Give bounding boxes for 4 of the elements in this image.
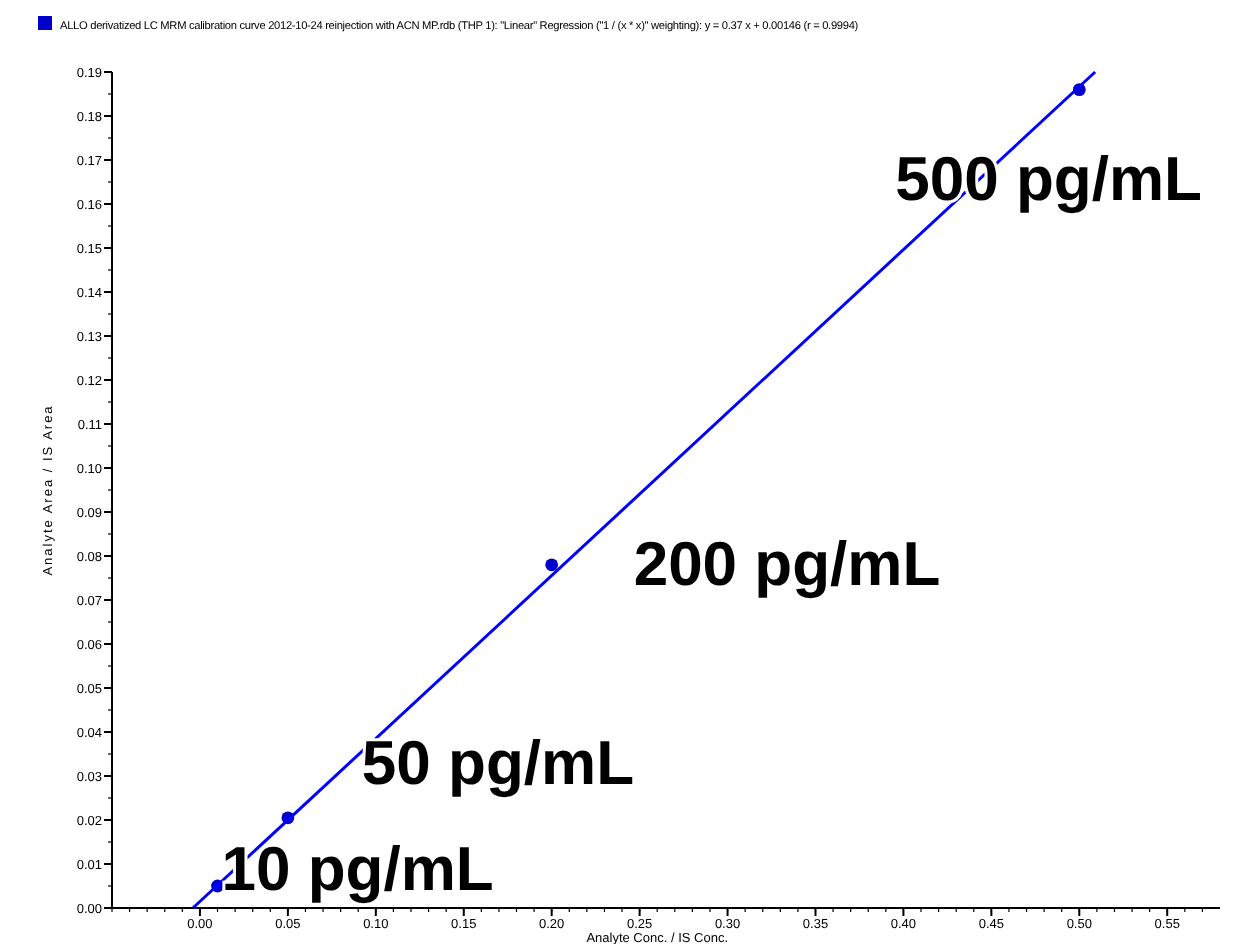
annotation: 50 pg/mL [361,727,635,798]
annotation: 10 pg/mL [221,834,494,904]
point [545,558,559,572]
annotation: 200 pg/mL [633,528,941,599]
